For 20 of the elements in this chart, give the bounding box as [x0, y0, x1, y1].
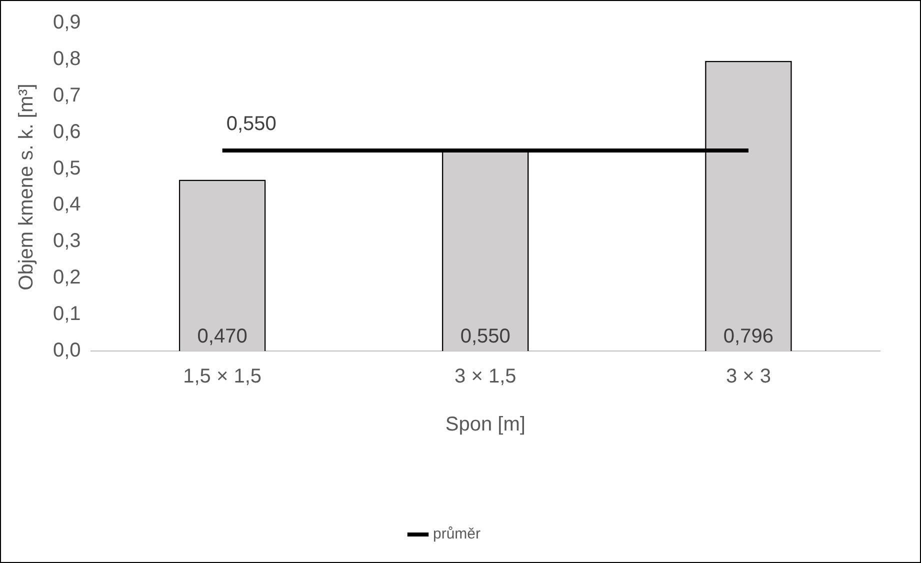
y-tick-label: 0,6: [52, 120, 81, 143]
data-label: 0,550: [460, 326, 510, 348]
y-axis-title: Objem kmene s. k. [m³]: [16, 84, 38, 290]
data-label: 0,470: [197, 326, 248, 348]
y-tick-label: 0,4: [52, 194, 81, 216]
data-label: 0,796: [723, 326, 774, 348]
data-label: 0,550: [226, 113, 276, 136]
y-tick-label: 0,5: [52, 157, 81, 180]
y-tick-label: 0,0: [52, 340, 81, 362]
y-tick-label: 0,9: [52, 12, 81, 34]
legend-label: průměr: [432, 526, 481, 543]
x-tick-label: 3 × 1,5: [454, 366, 516, 388]
y-tick-label: 0,8: [52, 48, 81, 70]
y-tick-label: 0,7: [52, 84, 81, 106]
y-tick-label: 0,1: [52, 303, 81, 326]
x-axis-title: Spon [m]: [445, 414, 526, 436]
y-tick-label: 0,2: [52, 266, 81, 289]
y-tick-label: 0,3: [52, 230, 81, 252]
x-tick-label: 1,5 × 1,5: [183, 366, 262, 388]
x-tick-label: 3 × 3: [726, 366, 771, 388]
